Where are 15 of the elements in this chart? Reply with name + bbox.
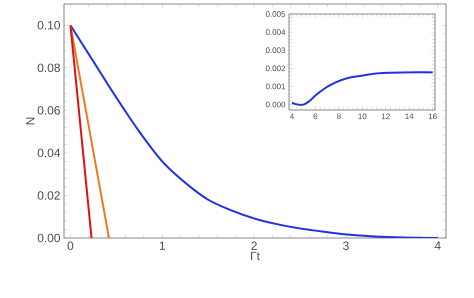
y-tick-label: 0.08 [38,64,60,72]
x-axis-title: Γt [251,252,260,260]
x-tick-label: 3 [343,242,349,250]
y-tick-label: 0.06 [38,106,60,115]
y-tick-label: 0.10 [38,21,60,30]
line-series [290,71,434,106]
x-tick-label: 2 [251,242,257,250]
y-axis-title: N [26,118,34,124]
y-tick-label: 0.02 [38,191,60,200]
x-tick-label: 0 [68,242,74,250]
y-tick-label: 0.04 [38,148,60,158]
x-tick-label: 1 [160,242,165,250]
y-tick-label: 0.00 [38,234,60,242]
line-series [69,24,439,238]
x-tick-label: 4 [434,242,441,250]
